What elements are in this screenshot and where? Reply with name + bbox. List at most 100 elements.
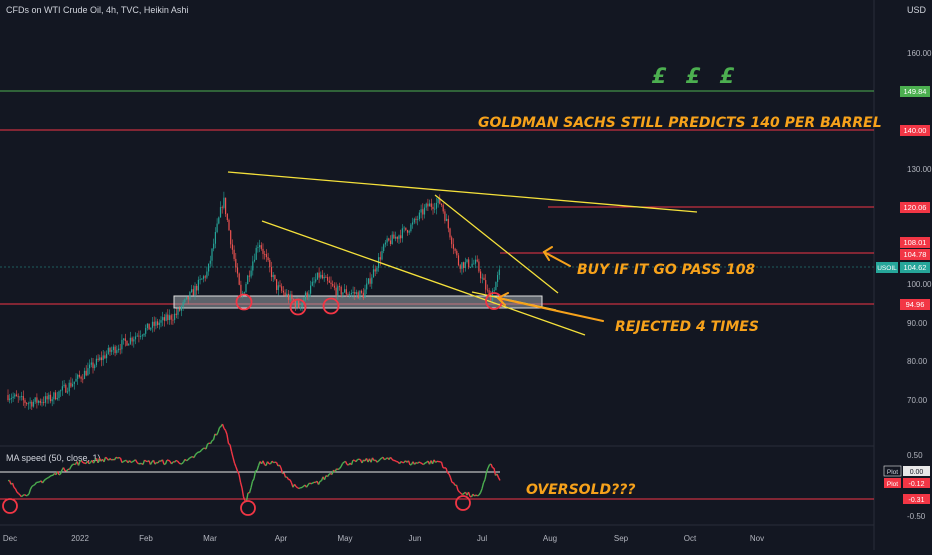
oscillator-segment	[463, 493, 465, 494]
candle-body	[65, 385, 66, 393]
svg-text:94.96: 94.96	[906, 300, 925, 309]
time-tick: Dec	[3, 534, 17, 543]
candle-body	[325, 277, 326, 278]
oscillator-segment	[224, 428, 226, 430]
oscillator-segment	[488, 465, 490, 468]
candle-body	[429, 203, 430, 206]
price-axis[interactable]: 160.00 130.00 100.00 90.00 80.00 70.00	[907, 49, 932, 405]
oscillator-segment	[250, 488, 252, 493]
candle-body	[495, 282, 496, 290]
oscillator-segment	[175, 461, 177, 463]
oscillator-segment	[235, 463, 237, 467]
oscillator-segment	[185, 459, 187, 460]
candle-body	[50, 395, 51, 401]
candle-body	[421, 209, 422, 212]
candle-body	[310, 286, 311, 294]
candle-body	[147, 324, 148, 328]
candle-body	[244, 292, 245, 293]
candle-body	[47, 396, 48, 399]
candle-body	[171, 315, 172, 319]
oscillator-segment	[16, 489, 18, 492]
oscillator-segment	[67, 469, 69, 471]
oscillator-segment	[236, 467, 238, 471]
candle-body	[24, 400, 25, 403]
candle-body	[230, 230, 231, 244]
oscillator-segment	[296, 487, 298, 488]
candle-body	[477, 260, 478, 262]
oscillator-segment	[106, 457, 108, 458]
oscillator-segment	[284, 473, 286, 477]
candle-body	[461, 262, 462, 269]
candle-body	[215, 232, 216, 244]
candle-body	[55, 392, 56, 399]
candle-body	[285, 293, 286, 296]
candle-body	[332, 284, 333, 286]
candle-body	[273, 275, 274, 277]
candle-body	[404, 228, 405, 229]
oscillator-segment	[227, 434, 229, 443]
candle-body	[247, 276, 248, 284]
candle-body	[38, 401, 39, 403]
trend-line-lower[interactable]	[262, 221, 585, 335]
candle-body	[351, 293, 352, 294]
candle-body	[228, 220, 229, 230]
oscillator-segment	[290, 480, 292, 483]
oscillator-segment	[377, 461, 379, 462]
candle-body	[177, 309, 178, 315]
candle-body	[432, 207, 433, 209]
candle-body	[132, 338, 133, 342]
time-tick: Apr	[275, 534, 288, 543]
oscillator-segment	[212, 440, 214, 441]
candle-body	[113, 347, 114, 350]
oscillator-segment	[217, 432, 219, 435]
candle-body	[87, 368, 88, 375]
oscillator-segment	[226, 430, 228, 434]
candle-body	[220, 207, 221, 217]
oscillator-segment	[59, 474, 61, 475]
level-badge-149: 149.84	[900, 86, 930, 97]
oscillator-segment	[469, 492, 471, 497]
time-axis[interactable]: Dec 2022 Feb Mar Apr May Jun Jul Aug Sep…	[3, 534, 764, 543]
candle-body	[341, 287, 342, 295]
oscillator-segment	[385, 459, 387, 460]
oscillator-segment	[166, 460, 168, 464]
candle-body	[111, 350, 112, 352]
oscillator-segment	[70, 467, 72, 470]
candle-body	[104, 355, 105, 358]
oscillator-segment	[64, 468, 66, 471]
candle-body	[387, 238, 388, 242]
oscillator-segment	[13, 483, 15, 487]
candle-body	[482, 278, 483, 279]
candle-body	[329, 281, 330, 283]
candle-body	[361, 291, 362, 293]
oscillator-segment	[352, 460, 354, 465]
candle-body	[398, 235, 399, 238]
candle-body	[327, 277, 328, 281]
candle-body	[11, 398, 12, 399]
candle-body	[268, 257, 269, 260]
candle-body	[23, 396, 24, 400]
trend-line-upper[interactable]	[228, 172, 697, 212]
candle-body	[138, 336, 139, 337]
oscillator-segment	[29, 489, 31, 494]
candle-body	[217, 224, 218, 232]
oscillator-segment	[25, 495, 27, 496]
candle-body	[319, 273, 320, 278]
oscillator-segment	[302, 486, 304, 487]
candle-body	[227, 214, 228, 220]
candle-body	[91, 362, 92, 364]
price-tick: 80.00	[907, 357, 928, 366]
candle-body	[96, 359, 97, 365]
oscillator-segment	[151, 462, 153, 465]
candle-body	[115, 347, 116, 353]
candle-body	[388, 238, 389, 240]
candle-body	[184, 299, 185, 302]
candle-body	[385, 243, 386, 245]
oscillator-segment	[211, 441, 213, 444]
oscillator-segment	[178, 461, 180, 463]
oscillator-segment	[379, 459, 381, 461]
candle-body	[52, 399, 53, 401]
oscillator-segment	[346, 461, 348, 464]
